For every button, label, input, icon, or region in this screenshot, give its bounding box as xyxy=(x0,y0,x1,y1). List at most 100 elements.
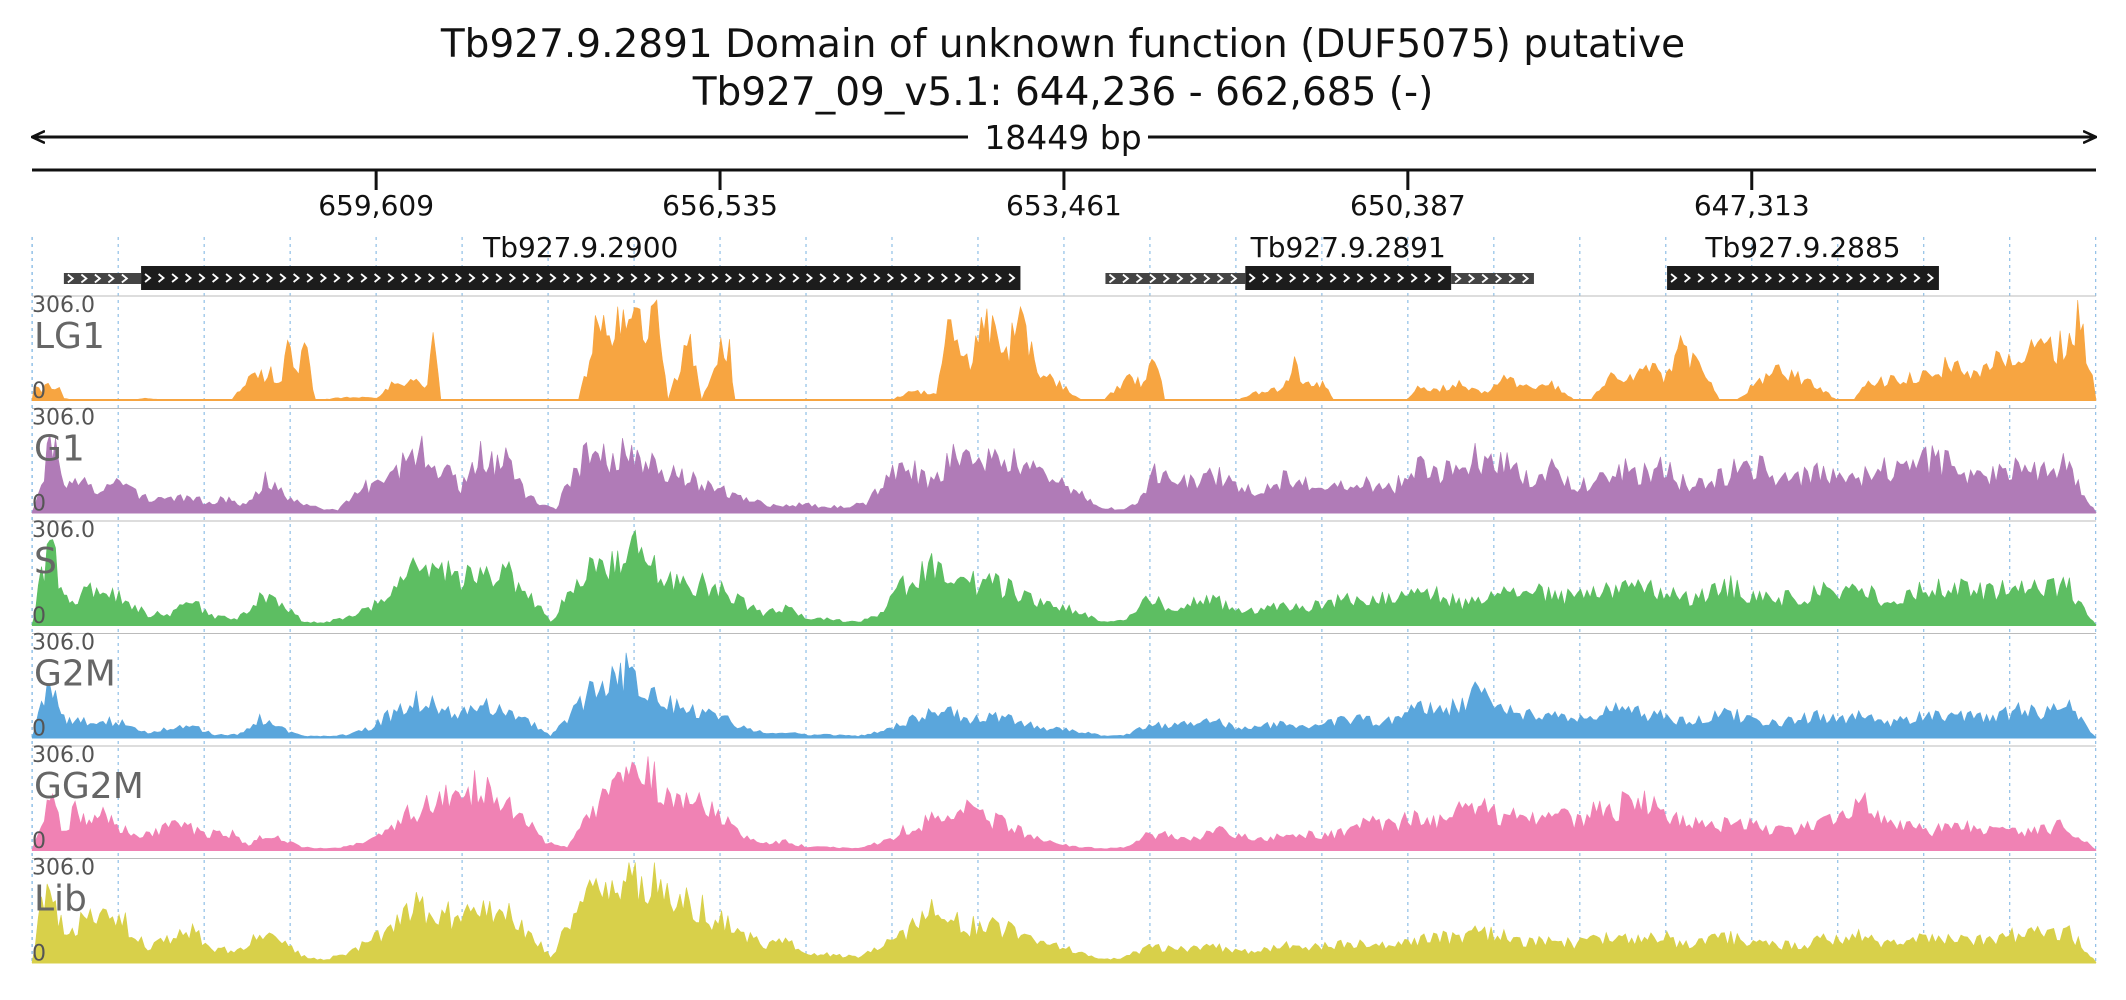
series-name-label: S xyxy=(34,541,57,582)
strand-chevron xyxy=(1203,273,1211,284)
strand-chevron xyxy=(1670,273,1678,283)
strand-chevron xyxy=(1900,273,1908,283)
strand-chevron xyxy=(1508,273,1516,284)
strand-chevron xyxy=(495,273,503,283)
strand-chevron xyxy=(1316,273,1324,283)
strand-chevron xyxy=(1410,273,1418,283)
strand-chevron xyxy=(374,273,382,283)
strand-chevron xyxy=(1329,273,1337,283)
strand-chevron xyxy=(1343,273,1351,283)
x-axis-ticks: 659,609 656,535 653,461 650,387 647,313 xyxy=(318,170,1810,222)
strand-chevron xyxy=(67,273,75,284)
strand-chevron xyxy=(698,273,706,283)
strand-chevron xyxy=(819,273,827,283)
strand-chevron xyxy=(1135,273,1143,284)
strand-chevron xyxy=(1189,273,1197,284)
y-min-label: 0 xyxy=(32,942,46,967)
strand-chevron xyxy=(1302,273,1310,283)
strand-chevron xyxy=(873,273,881,283)
strand-chevron xyxy=(657,273,665,283)
strand-chevron xyxy=(995,273,1003,283)
strand-chevron xyxy=(1468,273,1476,284)
strand-chevron xyxy=(1846,273,1854,283)
strand-chevron xyxy=(968,273,976,283)
track-g1: 306.0 0 G1 xyxy=(31,406,2097,517)
strand-chevron xyxy=(80,273,88,284)
strand-chevron xyxy=(576,273,584,283)
chart-title: Tb927.9.2891 Domain of unknown function … xyxy=(440,22,1686,67)
strand-chevron xyxy=(401,273,409,283)
strand-chevron xyxy=(1230,273,1238,284)
strand-chevron xyxy=(509,273,517,283)
strand-chevron xyxy=(590,273,598,283)
strand-chevron xyxy=(121,273,129,284)
strand-chevron xyxy=(107,273,115,284)
span-label: 18449 bp xyxy=(984,118,1141,157)
coverage-area xyxy=(31,652,2097,738)
strand-chevron xyxy=(1927,273,1935,283)
strand-chevron xyxy=(428,273,436,283)
strand-chevron xyxy=(563,273,571,283)
strand-chevron xyxy=(1008,273,1016,283)
y-min-label: 0 xyxy=(32,379,46,404)
strand-chevron xyxy=(1792,273,1800,283)
strand-chevron xyxy=(94,273,102,284)
strand-chevron xyxy=(293,273,301,283)
strand-chevron xyxy=(347,273,355,283)
strand-chevron xyxy=(1275,273,1283,283)
series-name-label: Lib xyxy=(34,879,87,920)
strand-chevron xyxy=(1248,273,1256,283)
strand-chevron xyxy=(900,273,908,283)
strand-chevron xyxy=(320,273,328,283)
strand-chevron xyxy=(198,273,206,283)
track-gg2m: 306.0 0 GG2M xyxy=(31,743,2097,854)
strand-chevron xyxy=(1832,273,1840,283)
strand-chevron xyxy=(239,273,247,283)
strand-chevron xyxy=(860,273,868,283)
strand-chevron xyxy=(306,273,314,283)
strand-chevron xyxy=(482,273,490,283)
gene-feature[interactable]: Tb927.9.2891 xyxy=(1105,231,1534,290)
y-max-label: 306.0 xyxy=(32,856,95,881)
gene-feature[interactable]: Tb927.9.2885 xyxy=(1667,231,1939,290)
strand-chevron xyxy=(1356,273,1364,283)
gene-utr xyxy=(1451,273,1534,284)
strand-chevron xyxy=(549,273,557,283)
strand-chevron xyxy=(1495,273,1503,284)
strand-chevron xyxy=(927,273,935,283)
strand-chevron xyxy=(833,273,841,283)
strand-chevron xyxy=(1424,273,1432,283)
coverage-area xyxy=(31,299,2097,402)
strand-chevron xyxy=(1454,273,1462,284)
strand-chevron xyxy=(333,273,341,283)
strand-chevron xyxy=(1370,273,1378,283)
strand-chevron xyxy=(1149,273,1157,284)
strand-chevron xyxy=(1522,273,1530,284)
strand-chevron xyxy=(441,273,449,283)
strand-chevron xyxy=(414,273,422,283)
series-name-label: G2M xyxy=(34,654,116,695)
strand-chevron xyxy=(225,273,233,283)
strand-chevron xyxy=(1778,273,1786,283)
x-tick-label: 656,535 xyxy=(662,189,778,222)
strand-chevron xyxy=(212,273,220,283)
strand-chevron xyxy=(684,273,692,283)
strand-chevron xyxy=(468,273,476,283)
strand-chevron xyxy=(1873,273,1881,283)
gene-utr xyxy=(63,273,142,284)
track-lg1: 306.0 0 LG1 xyxy=(31,293,2097,404)
strand-chevron xyxy=(981,273,989,283)
coverage-area xyxy=(31,862,2097,963)
strand-chevron xyxy=(185,273,193,283)
gene-feature[interactable]: Tb927.9.2900 xyxy=(63,231,1021,290)
coverage-area xyxy=(31,529,2097,626)
strand-chevron xyxy=(954,273,962,283)
x-tick-label: 659,609 xyxy=(318,189,434,222)
strand-chevron xyxy=(171,273,179,283)
gene-label: Tb927.9.2891 xyxy=(1250,231,1446,264)
strand-chevron xyxy=(1108,273,1116,284)
strand-chevron xyxy=(1262,273,1270,283)
strand-chevron xyxy=(752,273,760,283)
strand-chevron xyxy=(1886,273,1894,283)
strand-chevron xyxy=(914,273,922,283)
